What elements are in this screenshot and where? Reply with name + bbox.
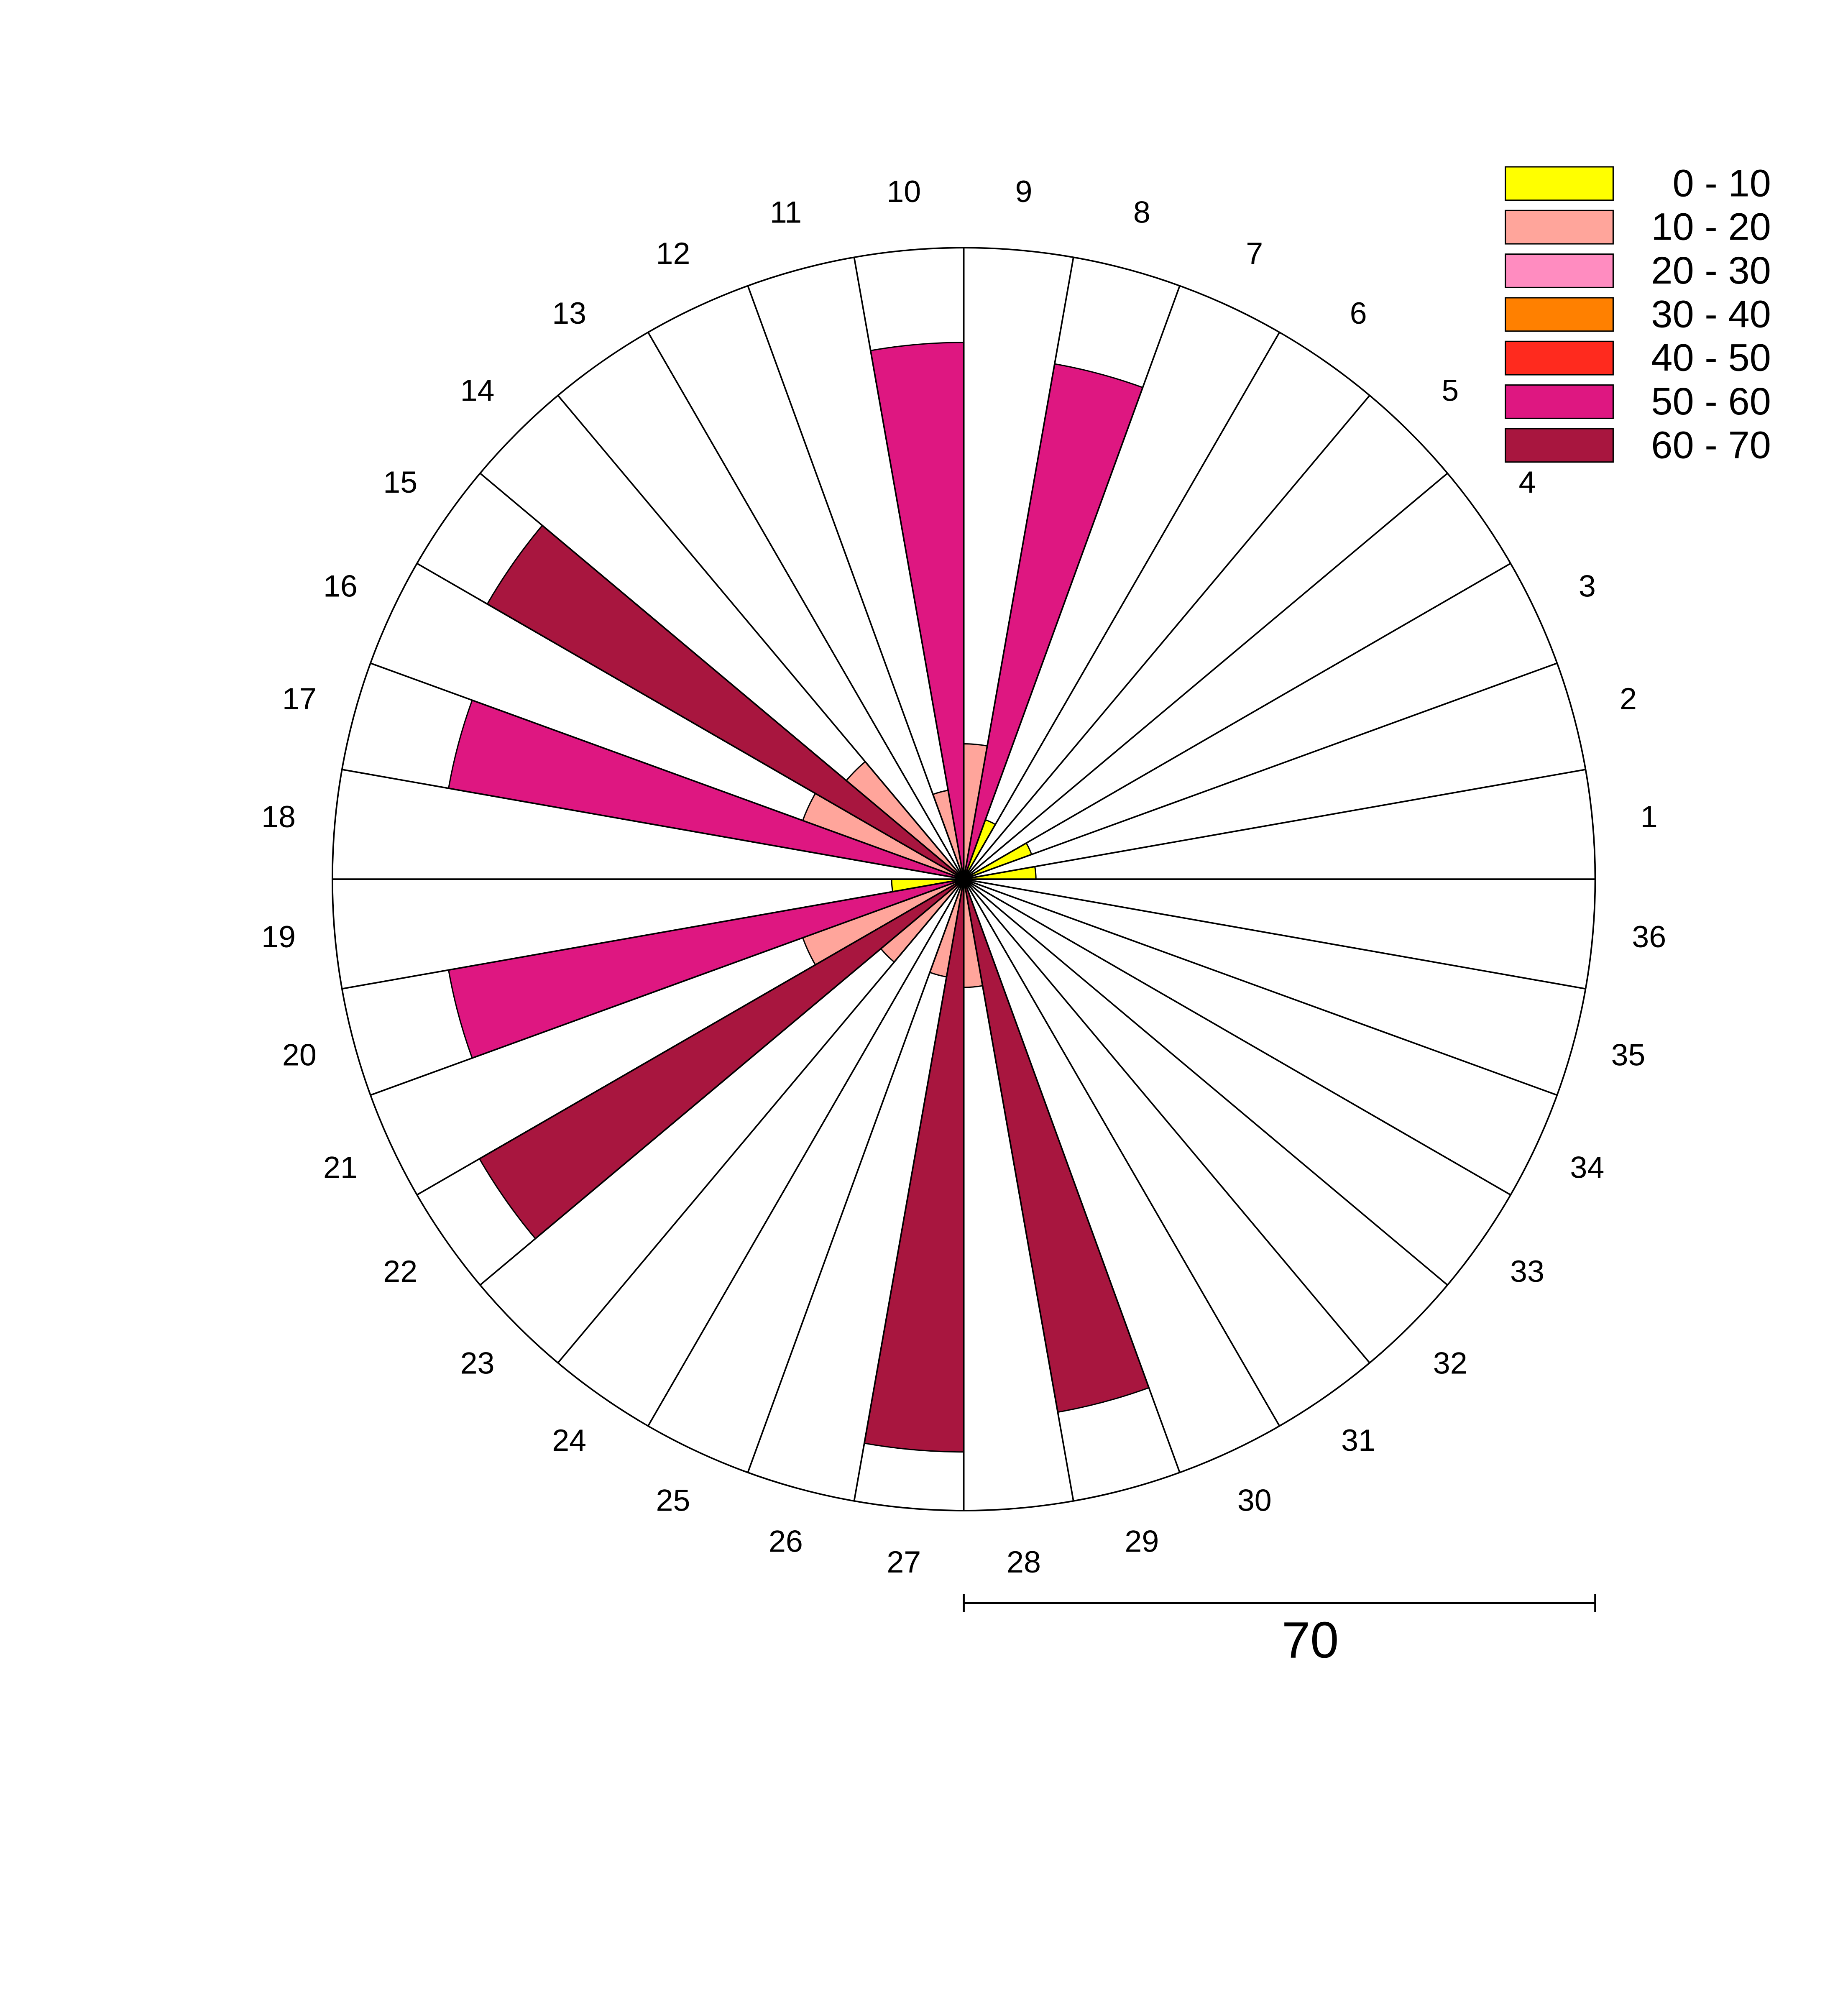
legend-swatch bbox=[1505, 210, 1614, 245]
legend-swatch bbox=[1505, 297, 1614, 332]
legend-label: 0 - 10 bbox=[1672, 161, 1771, 205]
legend-label: 40 - 50 bbox=[1651, 336, 1771, 379]
sector-bar bbox=[963, 363, 1144, 880]
sector-label: 9 bbox=[1015, 174, 1033, 209]
sector-label: 36 bbox=[1632, 919, 1666, 954]
legend-swatch bbox=[1505, 340, 1614, 376]
sector-bar bbox=[963, 879, 1150, 1413]
sector-label: 20 bbox=[282, 1037, 317, 1072]
sector-label: 6 bbox=[1350, 296, 1367, 330]
sector-spoke bbox=[417, 563, 964, 880]
sector-spoke bbox=[963, 332, 1281, 880]
sector-spoke bbox=[557, 395, 965, 880]
sector-label: 25 bbox=[656, 1483, 690, 1517]
legend-label: 20 - 30 bbox=[1651, 249, 1771, 292]
sector-label: 12 bbox=[656, 236, 690, 271]
sector-label: 30 bbox=[1237, 1483, 1272, 1517]
sector-label: 4 bbox=[1519, 465, 1536, 499]
sector-spoke bbox=[963, 285, 1181, 880]
sector-label: 3 bbox=[1579, 568, 1596, 603]
sector-label: 10 bbox=[887, 174, 921, 209]
sector-spoke bbox=[964, 878, 1558, 1096]
sector-label: 16 bbox=[323, 568, 358, 603]
legend-label: 10 - 20 bbox=[1651, 205, 1771, 248]
sector-label: 24 bbox=[552, 1423, 586, 1457]
center-dot bbox=[957, 872, 970, 886]
sector-spoke bbox=[963, 879, 1181, 1473]
legend-label: 50 - 60 bbox=[1651, 380, 1771, 423]
sector-label: 35 bbox=[1611, 1037, 1645, 1072]
sector-spoke bbox=[964, 769, 1586, 880]
sector-label: 17 bbox=[282, 681, 317, 716]
sector-spoke bbox=[963, 878, 1511, 1196]
sector-spoke bbox=[370, 878, 964, 1096]
sector-label: 11 bbox=[770, 195, 802, 230]
legend-label: 60 - 70 bbox=[1651, 423, 1771, 466]
sector-spoke bbox=[479, 473, 964, 880]
sector-spoke bbox=[963, 878, 1448, 1286]
sector-spoke bbox=[647, 332, 965, 880]
sector-label: 32 bbox=[1433, 1346, 1467, 1381]
legend-label: 30 - 40 bbox=[1651, 292, 1771, 335]
sector-label: 19 bbox=[261, 919, 296, 954]
sector-spoke bbox=[964, 662, 1558, 880]
sector-spoke bbox=[853, 879, 965, 1501]
sector-spoke bbox=[370, 662, 964, 880]
scale-bar-label: 70 bbox=[1282, 1612, 1339, 1669]
sector-spoke bbox=[747, 285, 965, 880]
sector-label: 29 bbox=[1125, 1524, 1159, 1558]
sector-spoke bbox=[747, 879, 965, 1473]
sector-label: 5 bbox=[1442, 373, 1459, 407]
sector-spoke bbox=[647, 879, 965, 1427]
sector-label: 33 bbox=[1510, 1254, 1544, 1289]
sector-spoke bbox=[963, 879, 1281, 1427]
sector-label: 34 bbox=[1570, 1150, 1604, 1185]
sector-label: 28 bbox=[1007, 1544, 1041, 1579]
sector-label: 2 bbox=[1620, 681, 1637, 716]
legend-swatch bbox=[1505, 384, 1614, 419]
sector-label: 14 bbox=[460, 373, 495, 407]
legend-swatch bbox=[1505, 253, 1614, 288]
sector-label: 18 bbox=[261, 799, 296, 834]
sector-spoke bbox=[964, 878, 1586, 990]
sector-spoke bbox=[963, 473, 1448, 880]
sector-spoke bbox=[417, 878, 964, 1196]
sector-spoke bbox=[853, 257, 965, 880]
legend-swatch bbox=[1505, 166, 1614, 201]
sector-label: 23 bbox=[460, 1346, 495, 1381]
sector-label: 31 bbox=[1341, 1423, 1375, 1457]
sector-label: 27 bbox=[887, 1544, 921, 1579]
sector-label: 26 bbox=[769, 1524, 803, 1558]
sector-label: 7 bbox=[1246, 236, 1263, 271]
sector-spoke bbox=[963, 563, 1511, 880]
sector-label: 15 bbox=[383, 465, 417, 499]
sector-label: 22 bbox=[383, 1254, 417, 1289]
sector-spoke bbox=[342, 878, 964, 990]
sector-spoke bbox=[963, 879, 1074, 1501]
sector-spoke bbox=[557, 878, 965, 1363]
sector-label: 21 bbox=[323, 1150, 358, 1185]
sector-label: 1 bbox=[1641, 799, 1658, 834]
sector-spoke bbox=[963, 395, 1370, 880]
sector-spoke bbox=[342, 769, 964, 880]
sector-label: 13 bbox=[552, 296, 586, 330]
sector-spoke bbox=[963, 878, 1370, 1363]
sector-spoke bbox=[963, 257, 1074, 880]
legend-swatch bbox=[1505, 428, 1614, 463]
sector-label: 8 bbox=[1133, 195, 1150, 230]
sector-spoke bbox=[479, 878, 964, 1286]
